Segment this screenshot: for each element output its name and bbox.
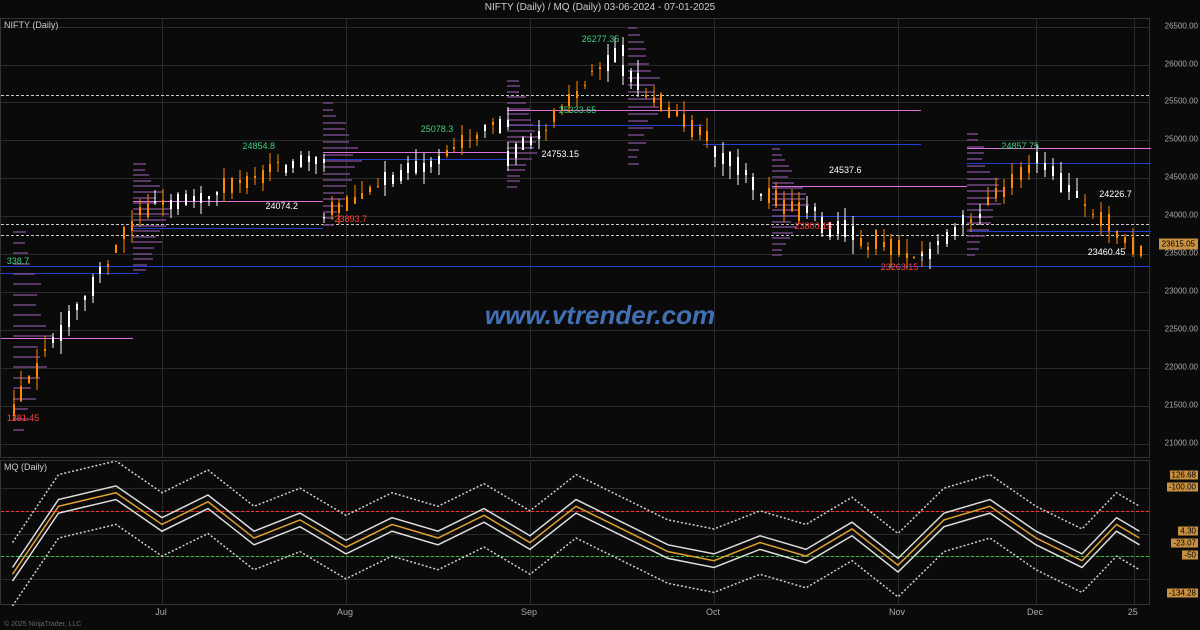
indicator-value-tag: -134.28 [1167,589,1198,598]
watermark-text: www.vtrender.com [485,300,715,331]
y-tick-label: 25500.00 [1165,97,1198,106]
time-x-axis: Jul Aug Sep Oct Nov Dec 25 [0,607,1150,622]
price-annotation: 23460.45 [1088,247,1126,257]
x-tick-label: 25 [1128,607,1138,617]
y-tick-label: 25000.00 [1165,135,1198,144]
copyright-text: © 2025 NinjaTrader, LLC [4,621,81,628]
indicator-value-tag: -50 [1182,551,1198,560]
price-annotation: 23893.7 [335,214,368,224]
chart-title: NIFTY (Daily) / MQ (Daily) 03-06-2024 - … [0,2,1200,13]
y-tick-label: 26000.00 [1165,59,1198,68]
y-tick-label: 26500.00 [1165,21,1198,30]
x-tick-label: Jul [155,607,167,617]
indicator-value-tag: -100.00 [1167,483,1198,492]
x-tick-label: Aug [337,607,353,617]
indicator-value-tag: 126.68 [1170,471,1198,480]
indicator-value-tag: 4.30 [1178,526,1198,535]
indicator-chart[interactable] [0,460,1150,605]
indicator-panel-label: MQ (Daily) [4,462,47,472]
indicator-y-axis: 126.68 -100.00 4.30 -23.07 -50 -134.28 [1150,460,1200,605]
y-tick-label: 21500.00 [1165,400,1198,409]
price-annotation: 24226.7 [1099,189,1132,199]
price-annotation: 25333.65 [559,105,597,115]
main-panel-label: NIFTY (Daily) [4,20,58,30]
y-tick-label: 21000.00 [1165,438,1198,447]
price-annotation: 26277.35 [582,34,620,44]
y-tick-label: 23500.00 [1165,249,1198,258]
x-tick-label: Sep [521,607,537,617]
price-chart[interactable]: 1281.45 338.7 24854.8 24074.2 23893.7 25078.3… [0,18,1150,458]
price-annotation: 23800.15 [795,221,833,231]
current-price-tag: 23615.05 [1159,239,1198,250]
x-tick-label: Oct [706,607,720,617]
y-tick-label: 24500.00 [1165,173,1198,182]
price-annotation: 1281.45 [7,413,40,423]
price-annotation: 24857.75 [1002,141,1040,151]
price-annotation: 25078.3 [421,124,454,134]
price-annotation: 24854.8 [243,141,276,151]
x-tick-label: Nov [889,607,905,617]
x-tick-label: Dec [1027,607,1043,617]
y-tick-label: 22000.00 [1165,362,1198,371]
y-tick-label: 24000.00 [1165,211,1198,220]
price-annotation: 24753.15 [542,149,580,159]
indicator-value-tag: -23.07 [1171,538,1198,547]
y-tick-label: 23000.00 [1165,287,1198,296]
chart-root: NIFTY (Daily) / MQ (Daily) 03-06-2024 - … [0,0,1200,630]
price-annotation: 24074.2 [266,201,299,211]
y-tick-label: 22500.00 [1165,325,1198,334]
price-annotation: 24537.6 [829,165,862,175]
price-y-axis: 21000.00 21500.00 22000.00 22500.00 23000.00… [1150,18,1200,458]
price-annotation: 338.7 [7,256,30,266]
price-annotation: 23263.15 [881,262,919,272]
